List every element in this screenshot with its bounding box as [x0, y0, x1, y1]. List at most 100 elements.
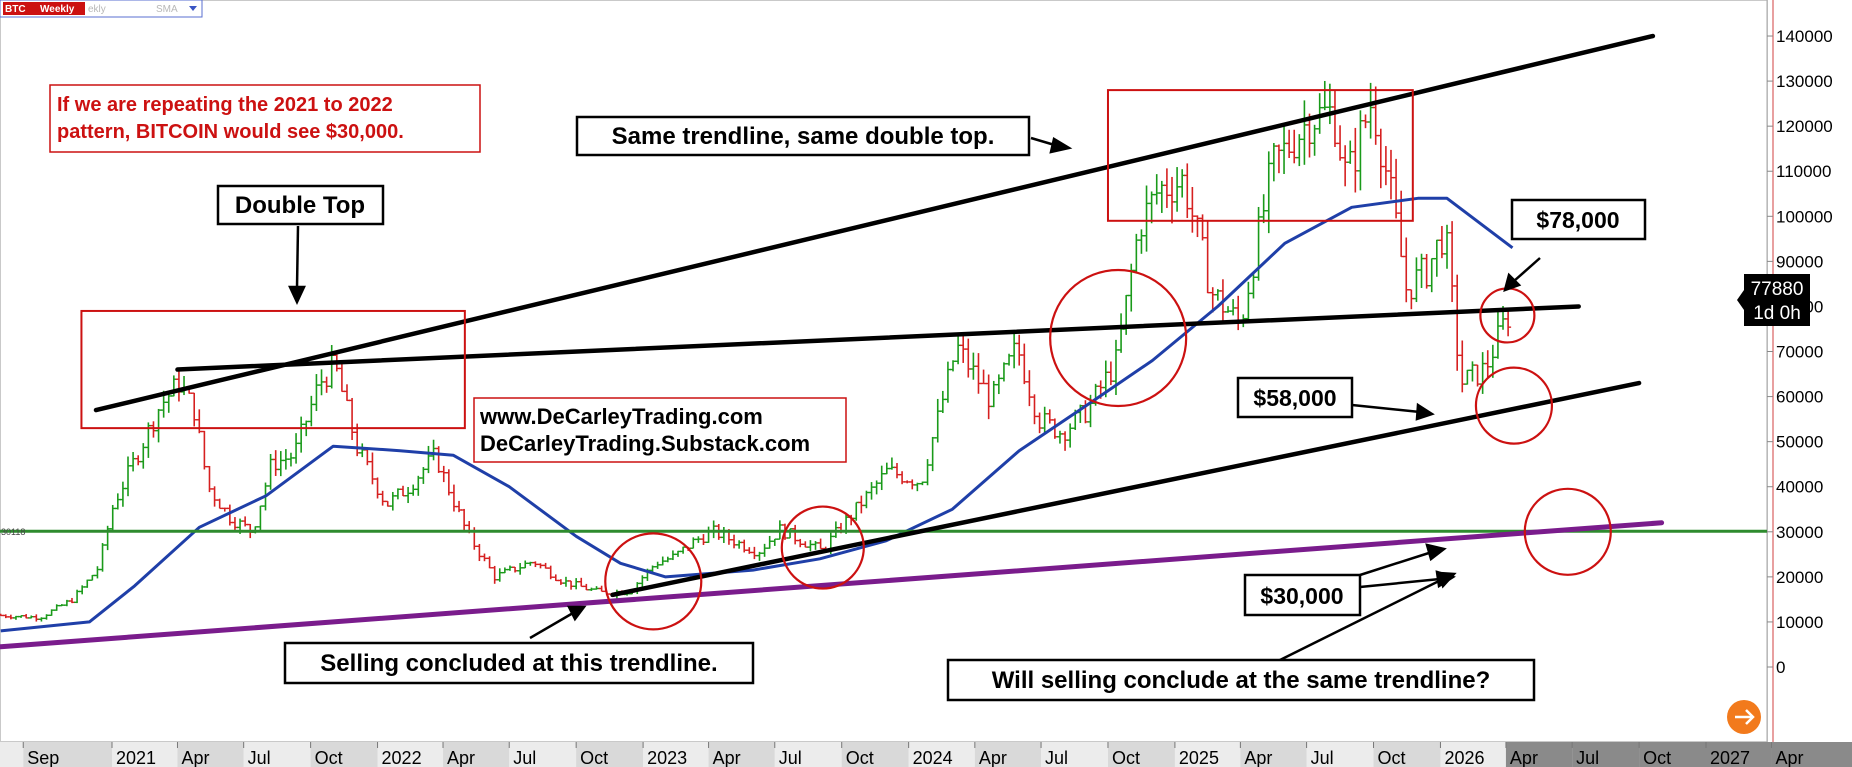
time-axis-cell — [1174, 742, 1241, 767]
x-tick-label: Jul — [248, 748, 271, 767]
scroll-to-latest-button[interactable] — [1727, 700, 1761, 734]
pattern-boxes — [80, 89, 1414, 430]
x-tick-label: Apr — [979, 748, 1007, 767]
x-tick-label: Apr — [1775, 748, 1803, 767]
trendline — [0, 520, 1665, 650]
headline-line-1: If we are repeating the 2021 to 2022 — [57, 94, 393, 116]
time-axis-cell — [377, 742, 444, 767]
y-tick-label: 20000 — [1776, 568, 1823, 587]
x-tick-label: 2027 — [1710, 748, 1750, 767]
label-30000-arrowhead-a — [1425, 543, 1447, 562]
x-tick-label: 2026 — [1444, 748, 1484, 767]
time-axis-cell — [1639, 742, 1706, 767]
trendline — [93, 33, 1656, 413]
time-axis-cell — [509, 742, 577, 767]
label-78000-box — [1510, 198, 1647, 241]
website-box — [473, 397, 847, 463]
same-trendline-label-box — [575, 115, 1031, 157]
time-axis-cell — [774, 742, 842, 767]
will-selling-label: Will selling conclude at the same trendl… — [992, 667, 1491, 694]
y-tick-label: 50000 — [1776, 433, 1823, 452]
label-30000: $30,000 — [1260, 583, 1343, 609]
indicator-text: SMA — [156, 4, 178, 15]
double-top-box — [80, 309, 466, 430]
headline-line-2: pattern, BITCOIN would see $30,000. — [57, 121, 404, 143]
x-tick-label: Jul — [513, 748, 536, 767]
label-58000-box — [1236, 376, 1354, 419]
x-tick-label: Jul — [1045, 748, 1068, 767]
time-axis-cell — [1107, 742, 1175, 767]
highlight-circle — [780, 505, 865, 590]
y-tick-label: 60000 — [1776, 388, 1823, 407]
interval-text: Weekly — [40, 4, 75, 15]
will-selling-arrowhead — [1437, 571, 1457, 589]
support-label: 30118 — [1, 527, 25, 537]
annotation-arrows — [288, 136, 1541, 662]
selling-concluded-label: Selling concluded at this trendline. — [320, 650, 717, 677]
x-tick-label: Oct — [1643, 748, 1671, 767]
highlight-circle — [1049, 268, 1188, 408]
time-axis-cells — [0, 742, 1852, 767]
will-selling-arrow — [1279, 577, 1444, 662]
label-58000-arrowhead — [1415, 402, 1435, 421]
time-axis-cell — [1706, 742, 1772, 767]
website-url: www.DeCarleyTrading.com — [479, 404, 763, 429]
selling-concluded-box — [283, 641, 755, 685]
y-tick-label: 100000 — [1776, 207, 1833, 226]
current-price-tag-pointer — [1737, 290, 1744, 310]
time-axis-cell — [1041, 742, 1108, 767]
time-axis-cell — [576, 742, 644, 767]
same-trendline-label: Same trendline, same double top. — [612, 123, 995, 150]
x-tick-label: Oct — [315, 748, 343, 767]
y-tick-label: 0 — [1776, 658, 1785, 677]
time-axis-cell — [1306, 742, 1374, 767]
label-58000: $58,000 — [1253, 385, 1336, 411]
double-top-label-box — [216, 184, 385, 226]
y-tick-label: 70000 — [1776, 343, 1823, 362]
symbol-text: BTC — [5, 4, 26, 15]
label-78000-arrow — [1513, 257, 1541, 282]
highlight-circle — [1523, 487, 1612, 576]
symbol-selector[interactable]: BTC Weekly ekly SMA — [0, 0, 203, 18]
time-axis-cell — [1440, 742, 1506, 767]
double-top-arrow — [295, 225, 300, 289]
label-30000-arrow-b — [1359, 577, 1441, 589]
x-tick-label: 2023 — [647, 748, 687, 767]
y-tick-label: 10000 — [1776, 613, 1823, 632]
y-tick-label: 110000 — [1776, 162, 1831, 181]
time-axis-cell — [177, 742, 244, 767]
time-axis-cell — [1572, 742, 1640, 767]
x-tick-label: 2024 — [913, 748, 953, 767]
x-tick-label: Apr — [447, 748, 475, 767]
label-78000-arrowhead — [1503, 272, 1522, 292]
y-tick-label: 30000 — [1776, 523, 1823, 542]
y-tick-label: 140000 — [1776, 27, 1833, 46]
time-axis-cell — [1771, 742, 1852, 767]
time-axis-cell — [23, 742, 112, 767]
interval-faded-text: ekly — [88, 4, 106, 15]
time-axis-cell — [112, 742, 178, 767]
time-axis-cell — [1373, 742, 1441, 767]
time-axis-cell — [443, 742, 510, 767]
x-tick-label: Apr — [1244, 748, 1272, 767]
label-78000: $78,000 — [1536, 207, 1619, 233]
y-tick-label: 90000 — [1776, 252, 1823, 271]
y-tick-label: 130000 — [1776, 72, 1833, 91]
x-tick-label: Apr — [181, 748, 209, 767]
same-trendline-arrowhead — [1049, 137, 1073, 154]
x-tick-label: 2021 — [116, 748, 156, 767]
time-axis-labels: Sep 2021 Apr Jul Oct 2022 Apr Jul Oct 2023 Apr Jul O… — [22, 742, 1803, 767]
will-selling-box — [946, 658, 1536, 702]
x-tick-label: Oct — [1378, 748, 1406, 767]
price-bars — [0, 80, 1512, 622]
selling-concluded-arrowhead — [566, 605, 587, 622]
x-tick-label: Oct — [846, 748, 874, 767]
highlight-circle — [604, 532, 703, 631]
x-tick-label: Oct — [1112, 748, 1140, 767]
triangle-down-icon[interactable] — [189, 6, 197, 11]
sma-line — [0, 196, 1514, 633]
time-axis-cell — [643, 742, 709, 767]
current-price-tag — [1744, 274, 1810, 326]
double-top-label: Double Top — [235, 192, 365, 219]
